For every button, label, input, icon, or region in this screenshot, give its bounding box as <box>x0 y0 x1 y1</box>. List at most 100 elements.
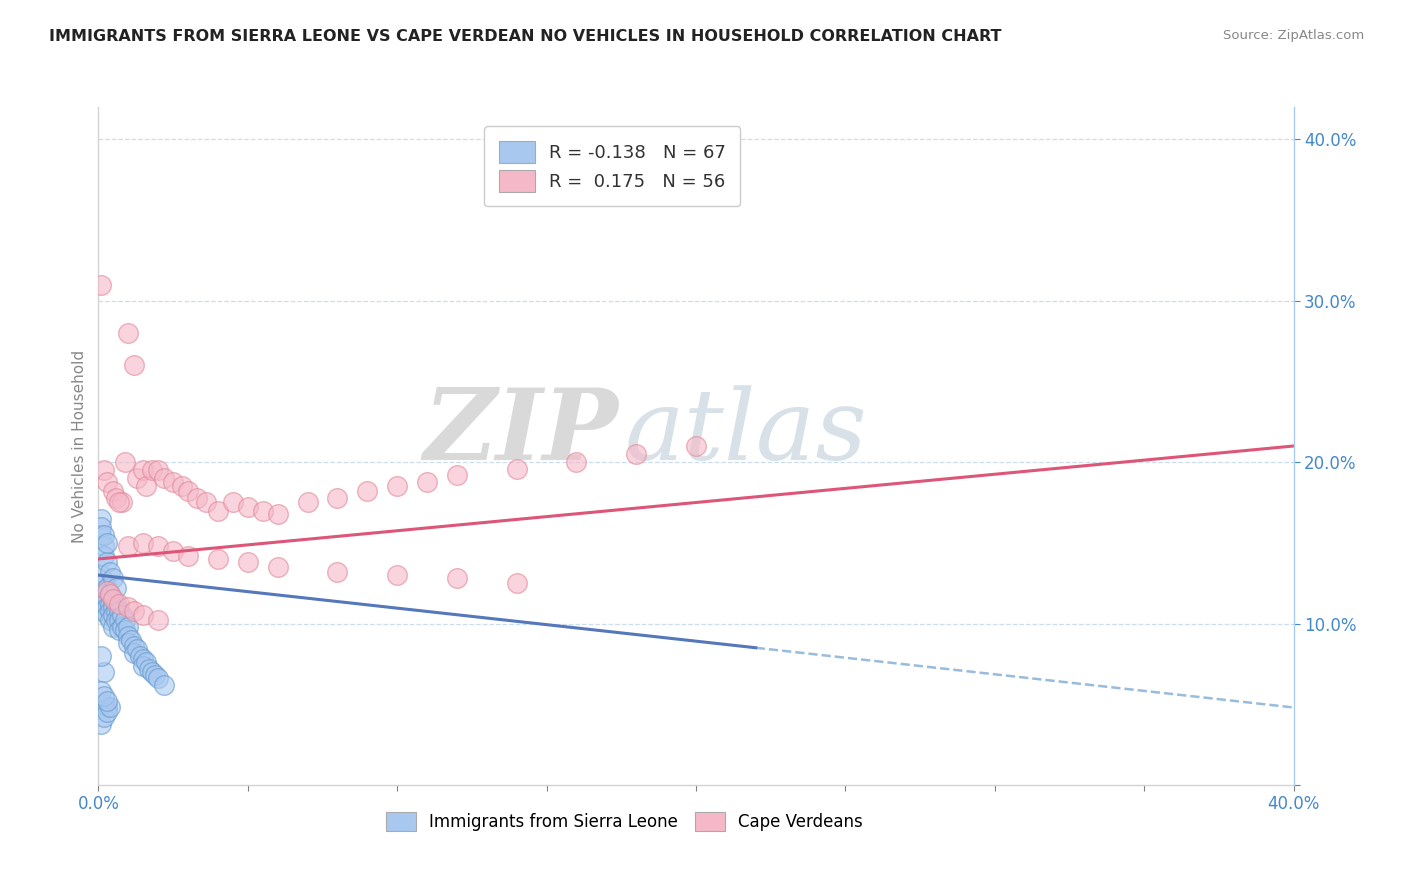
Point <box>96 536 118 550</box>
Point <box>90 648 112 663</box>
Point <box>111 495 134 509</box>
Point <box>96 584 118 599</box>
Point <box>143 668 166 682</box>
Point <box>132 652 155 666</box>
Point <box>103 592 125 607</box>
Point <box>90 684 112 698</box>
Point <box>446 571 468 585</box>
Point <box>124 639 146 653</box>
Point <box>207 552 229 566</box>
Point <box>117 539 139 553</box>
Point <box>90 716 112 731</box>
Point <box>127 471 149 485</box>
Point <box>236 500 259 515</box>
Point <box>177 484 200 499</box>
Point <box>105 581 128 595</box>
Point <box>326 565 349 579</box>
Point <box>93 587 115 601</box>
Point <box>162 544 184 558</box>
Point <box>98 587 122 601</box>
Point <box>356 484 378 499</box>
Point <box>105 597 128 611</box>
Point <box>135 655 157 669</box>
Point <box>446 468 468 483</box>
Point <box>141 665 163 679</box>
Point <box>96 555 118 569</box>
Point <box>108 604 131 618</box>
Point <box>98 587 122 601</box>
Point <box>93 539 115 553</box>
Point <box>93 689 115 703</box>
Text: atlas: atlas <box>624 384 868 480</box>
Point <box>207 503 229 517</box>
Point <box>267 560 290 574</box>
Point <box>114 613 136 627</box>
Point <box>506 461 529 475</box>
Point <box>124 604 146 618</box>
Point <box>385 568 409 582</box>
Point <box>108 613 131 627</box>
Point <box>105 604 128 618</box>
Point <box>96 694 118 708</box>
Point <box>103 600 125 615</box>
Point <box>148 539 170 553</box>
Point <box>103 592 125 607</box>
Point <box>124 359 146 373</box>
Point <box>114 623 136 637</box>
Point <box>117 630 139 644</box>
Point <box>195 495 218 509</box>
Point <box>96 608 118 623</box>
Point <box>96 581 118 595</box>
Point <box>416 475 439 489</box>
Point <box>98 604 122 618</box>
Point <box>135 479 157 493</box>
Y-axis label: No Vehicles in Household: No Vehicles in Household <box>72 350 87 542</box>
Point <box>111 608 134 623</box>
Point <box>103 608 125 623</box>
Point <box>96 600 118 615</box>
Point <box>103 571 125 585</box>
Point <box>129 648 152 663</box>
Point <box>93 528 115 542</box>
Point <box>96 475 118 489</box>
Point <box>148 463 170 477</box>
Point <box>506 576 529 591</box>
Point <box>93 604 115 618</box>
Point <box>153 471 176 485</box>
Point <box>105 613 128 627</box>
Point <box>153 678 176 692</box>
Point <box>124 646 146 660</box>
Point <box>111 620 134 634</box>
Point <box>132 658 155 673</box>
Point <box>98 565 122 579</box>
Text: IMMIGRANTS FROM SIERRA LEONE VS CAPE VERDEAN NO VEHICLES IN HOUSEHOLD CORRELATIO: IMMIGRANTS FROM SIERRA LEONE VS CAPE VER… <box>49 29 1001 44</box>
Point <box>96 700 118 714</box>
Point <box>141 463 163 477</box>
Point <box>162 475 184 489</box>
Point <box>90 528 112 542</box>
Point <box>93 698 115 712</box>
Point <box>105 491 128 505</box>
Point <box>90 277 112 292</box>
Point <box>90 592 112 607</box>
Point <box>98 613 122 627</box>
Point <box>93 710 115 724</box>
Text: ZIP: ZIP <box>423 384 619 481</box>
Point <box>132 463 155 477</box>
Point <box>177 549 200 563</box>
Point <box>90 519 112 533</box>
Point <box>93 549 115 563</box>
Point <box>172 479 194 493</box>
Point <box>90 584 112 599</box>
Point <box>108 623 131 637</box>
Point <box>93 597 115 611</box>
Legend: Immigrants from Sierra Leone, Cape Verdeans: Immigrants from Sierra Leone, Cape Verde… <box>380 805 869 838</box>
Point <box>138 662 160 676</box>
Point <box>186 491 208 505</box>
Point <box>98 700 122 714</box>
Point <box>108 597 131 611</box>
Text: Source: ZipAtlas.com: Source: ZipAtlas.com <box>1223 29 1364 42</box>
Point <box>127 642 149 657</box>
Point <box>117 620 139 634</box>
Point <box>626 447 648 461</box>
